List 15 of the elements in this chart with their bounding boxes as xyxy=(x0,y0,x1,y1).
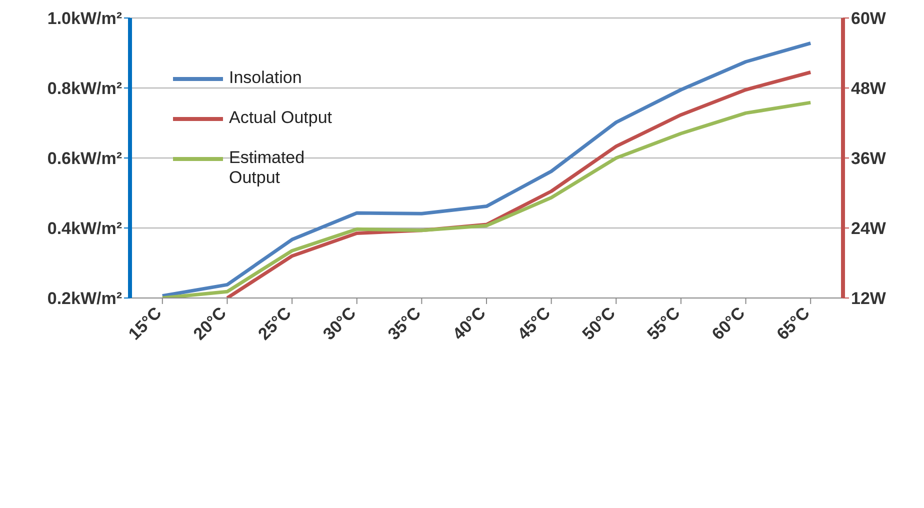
y-tick-label: 0.8kW/m² xyxy=(47,79,122,98)
y2-tick-label: 24W xyxy=(851,219,887,238)
y2-tick-label: 36W xyxy=(851,149,887,168)
y-tick-label: 0.4kW/m² xyxy=(47,219,122,238)
y2-tick-label: 48W xyxy=(851,79,887,98)
y-tick-label: 0.2kW/m² xyxy=(47,289,122,308)
legend-label: Estimated Output xyxy=(229,148,306,188)
line-series xyxy=(160,41,812,298)
legend-label: Insolation xyxy=(229,68,303,88)
y2-tick-label: 12W xyxy=(851,289,887,308)
line-series xyxy=(160,100,812,298)
y2-tick-label: 60W xyxy=(851,9,887,28)
legend-label: Actual Output xyxy=(229,108,334,128)
y-tick-label: 0.6kW/m² xyxy=(47,149,122,168)
y-tick-label: 1.0kW/m² xyxy=(47,9,122,28)
